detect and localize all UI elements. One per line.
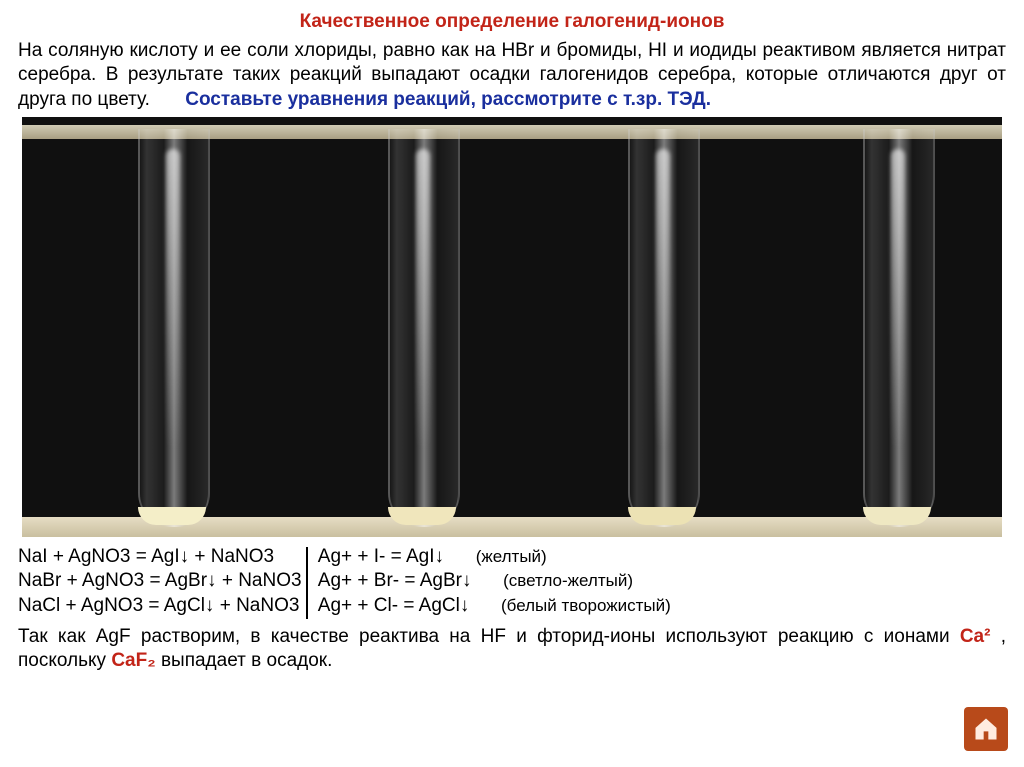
- equations-block: NaI + AgNO3 = AgI↓ + NaNO3 NaBr + AgNO3 …: [18, 545, 1006, 621]
- experiment-photo: [22, 117, 1002, 537]
- home-button[interactable]: [964, 707, 1008, 751]
- test-tube: [837, 129, 957, 527]
- footer-ca: Ca²: [960, 626, 991, 647]
- test-tube: [112, 129, 232, 527]
- equations-right-column: Ag+ + I- = AgI↓ (желтый) Ag+ + Br- = AgB…: [314, 545, 671, 619]
- equation-line: Ag+ + I- = AgI↓ (желтый): [314, 545, 671, 570]
- test-tube: [362, 129, 482, 527]
- footer-caf2: CaF₂: [111, 650, 155, 671]
- equation-line: Ag+ + Cl- = AgCl↓ (белый творожистый): [314, 594, 671, 619]
- page-title: Качественное определение галогенид-ионов: [18, 10, 1006, 35]
- footer-text: Так как AgF растворим, в качестве реакти…: [18, 625, 1006, 674]
- home-icon: [972, 715, 1000, 743]
- equations-divider: [306, 547, 308, 619]
- test-tube: [602, 129, 722, 527]
- equations-left-column: NaI + AgNO3 = AgI↓ + NaNO3 NaBr + AgNO3 …: [18, 545, 302, 619]
- intro-text: На соляную кислоту и ее соли хлориды, ра…: [18, 39, 1006, 113]
- task-instruction: Составьте уравнения реакций, рассмотрите…: [185, 89, 711, 110]
- footer-post: выпадает в осадок.: [156, 650, 333, 671]
- footer-pre: Так как AgF растворим, в качестве реакти…: [18, 626, 960, 647]
- equation-line: Ag+ + Br- = AgBr↓ (светло-желтый): [314, 569, 671, 594]
